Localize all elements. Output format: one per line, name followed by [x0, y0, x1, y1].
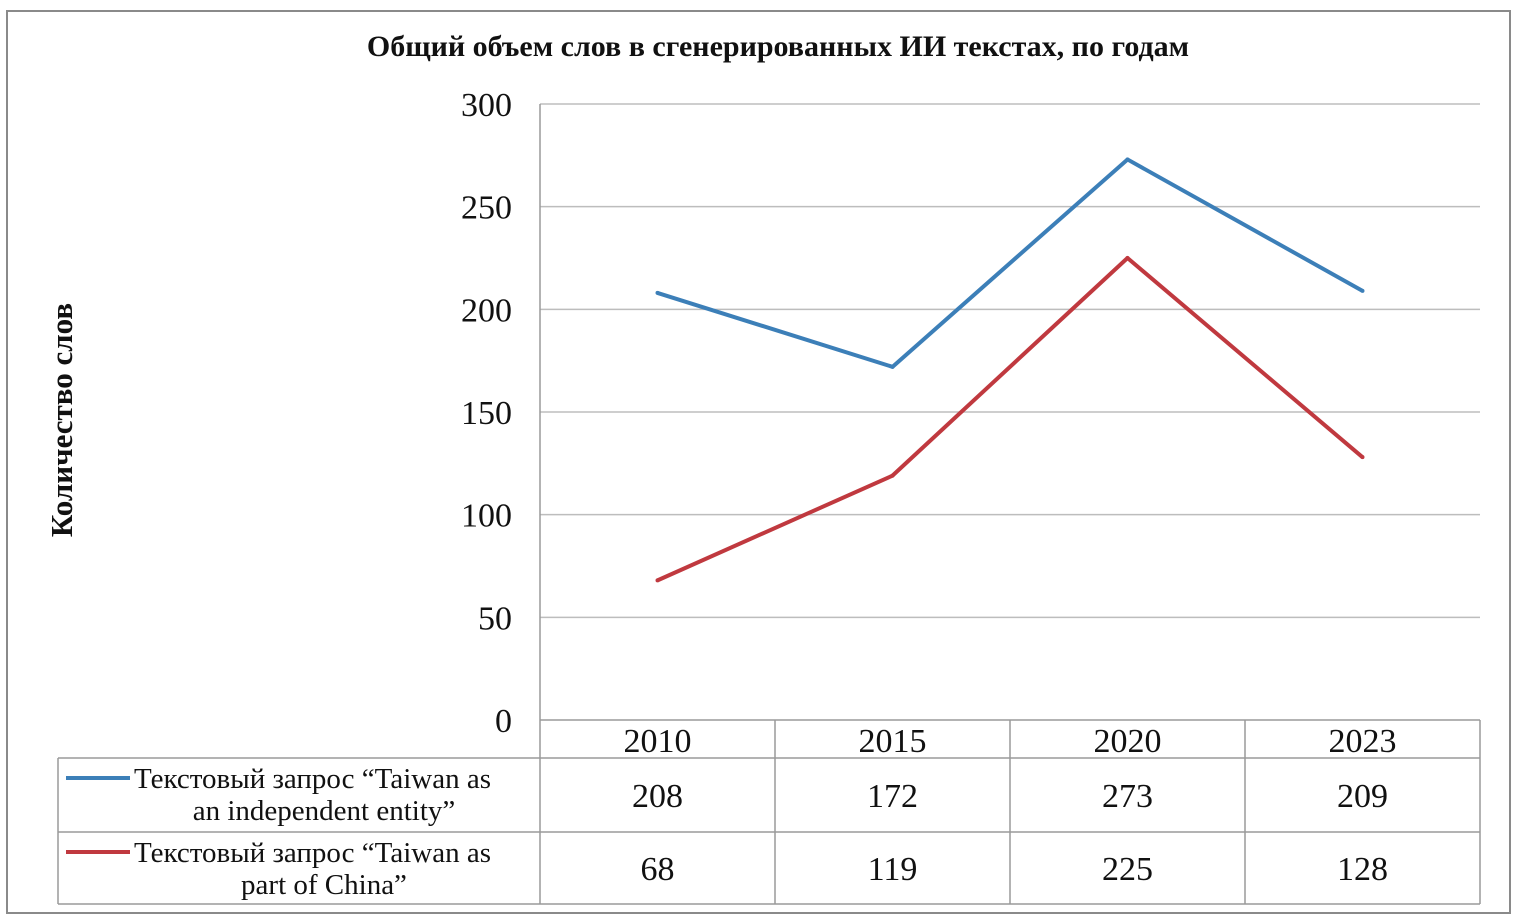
- data-point: [655, 290, 660, 295]
- data-point: [890, 473, 895, 478]
- x-tick-label: 2010: [624, 723, 692, 760]
- legend-label: Текстовый запрос “Taiwan as: [134, 763, 491, 795]
- y-tick-label: 150: [461, 395, 512, 432]
- data-point: [1125, 256, 1130, 260]
- table-cell-value: 128: [1337, 851, 1388, 888]
- table-cell-value: 68: [641, 851, 675, 888]
- y-tick-label: 50: [478, 600, 512, 637]
- table-cell-value: 225: [1102, 851, 1153, 888]
- data-point: [1360, 455, 1365, 460]
- table-cell-value: 119: [868, 851, 918, 888]
- y-tick-label: 200: [461, 292, 512, 329]
- data-point: [1360, 288, 1365, 293]
- data-point: [655, 578, 660, 583]
- chart-frame: [6, 10, 1511, 914]
- series-line-2: [656, 256, 1364, 583]
- data-point: [1125, 157, 1130, 162]
- legend-label: an independent entity”: [193, 795, 456, 827]
- y-tick-label: 0: [495, 703, 512, 740]
- y-tick-label: 300: [461, 87, 512, 124]
- table-cell-value: 209: [1337, 778, 1388, 815]
- x-tick-label: 2023: [1329, 723, 1397, 760]
- legend-label: Текстовый запрос “Taiwan as: [134, 837, 491, 869]
- table-cell-value: 172: [867, 778, 918, 815]
- series-line-1: [656, 157, 1364, 369]
- x-tick-label: 2015: [859, 723, 927, 760]
- y-tick-label: 250: [461, 190, 512, 227]
- chart-title: Общий объем слов в сгенерированных ИИ те…: [366, 30, 1190, 63]
- table-cell-value: 208: [632, 778, 683, 815]
- x-tick-label: 2020: [1094, 723, 1162, 760]
- legend-label: part of China”: [241, 869, 407, 901]
- y-tick-label: 100: [461, 498, 512, 535]
- data-point: [890, 364, 895, 369]
- table-cell-value: 273: [1102, 778, 1153, 815]
